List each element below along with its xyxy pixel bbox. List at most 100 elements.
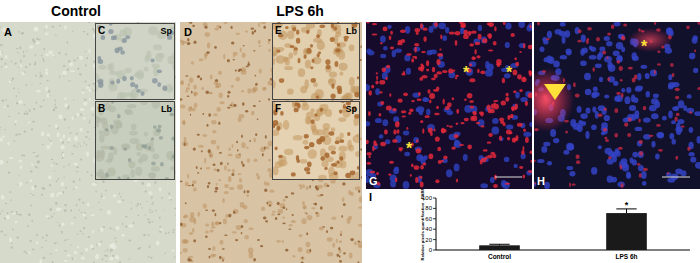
texture-dot xyxy=(231,173,234,176)
texture-dot xyxy=(213,169,216,171)
texture-dot xyxy=(383,27,388,32)
texture-dot xyxy=(349,44,355,51)
texture-dot xyxy=(334,171,338,175)
texture-dot xyxy=(111,248,113,251)
texture-dot xyxy=(197,134,200,136)
texture-dot xyxy=(103,196,105,199)
texture-dot xyxy=(350,238,354,241)
texture-dot xyxy=(384,129,388,134)
texture-dot xyxy=(137,203,139,205)
texture-dot xyxy=(205,210,208,212)
texture-dot xyxy=(109,71,118,75)
texture-dot xyxy=(249,140,251,142)
texture-dot xyxy=(52,261,54,263)
texture-dot xyxy=(8,116,10,117)
texture-dot xyxy=(2,100,5,102)
texture-dot xyxy=(265,220,268,222)
texture-dot xyxy=(54,213,55,214)
texture-dot xyxy=(277,202,280,206)
texture-dot xyxy=(389,36,392,40)
texture-dot xyxy=(18,134,21,136)
texture-dot xyxy=(206,51,209,54)
texture-dot xyxy=(93,261,95,263)
texture-dot xyxy=(74,136,78,141)
texture-dot xyxy=(366,140,369,145)
texture-dot xyxy=(428,89,431,94)
texture-dot xyxy=(187,96,190,98)
texture-dot xyxy=(192,184,194,187)
texture-dot xyxy=(75,115,76,117)
texture-dot xyxy=(280,203,286,208)
texture-dot xyxy=(180,223,183,227)
texture-dot xyxy=(165,253,166,255)
texture-dot xyxy=(101,193,102,195)
texture-dot xyxy=(267,201,272,207)
texture-dot xyxy=(232,231,237,233)
texture-dot xyxy=(99,130,103,135)
texture-dot xyxy=(28,252,30,254)
texture-dot xyxy=(264,146,269,150)
texture-dot xyxy=(19,175,20,177)
texture-dot xyxy=(218,179,221,181)
texture-dot xyxy=(190,114,191,116)
texture-dot xyxy=(525,101,528,106)
texture-dot xyxy=(340,233,342,236)
texture-dot xyxy=(183,248,188,253)
texture-dot xyxy=(16,211,17,214)
texture-dot xyxy=(248,228,253,231)
texture-dot xyxy=(18,31,20,33)
texture-dot xyxy=(102,258,104,260)
texture-dot xyxy=(34,27,39,32)
texture-dot xyxy=(28,121,30,124)
texture-dot xyxy=(78,143,79,146)
texture-dot xyxy=(25,66,27,68)
texture-dot xyxy=(88,89,91,92)
texture-dot xyxy=(205,224,209,227)
texture-dot xyxy=(420,120,423,123)
texture-dot xyxy=(120,50,125,54)
texture-dot xyxy=(187,42,191,45)
texture-dot xyxy=(523,43,525,49)
inset-tag: Lb xyxy=(161,104,172,114)
texture-dot xyxy=(240,202,245,208)
texture-dot xyxy=(79,73,82,75)
texture-dot xyxy=(382,119,388,126)
texture-dot xyxy=(61,231,63,233)
texture-dot xyxy=(56,242,57,243)
texture-dot xyxy=(292,27,296,32)
texture-dot xyxy=(205,236,208,239)
texture-dot xyxy=(258,23,260,28)
texture-dot xyxy=(290,45,295,48)
texture-dot xyxy=(172,232,175,234)
texture-dot xyxy=(135,84,139,89)
texture-dot xyxy=(26,50,27,51)
texture-dot xyxy=(200,168,202,170)
texture-dot xyxy=(1,211,3,212)
texture-dot xyxy=(92,28,94,31)
texture-dot xyxy=(198,212,201,217)
texture-dot xyxy=(312,59,315,63)
texture-dot xyxy=(197,76,200,78)
texture-dot xyxy=(47,134,51,137)
column-header: Control xyxy=(51,3,101,19)
texture-dot xyxy=(70,70,75,72)
texture-dot xyxy=(259,100,261,102)
texture-dot xyxy=(237,173,241,175)
texture-dot xyxy=(228,154,233,156)
texture-dot xyxy=(316,139,322,145)
texture-dot xyxy=(304,55,307,59)
texture-dot xyxy=(295,103,299,107)
texture-dot xyxy=(273,120,279,126)
texture-dot xyxy=(54,242,56,244)
texture-dot xyxy=(254,159,258,162)
texture-dot xyxy=(493,184,498,188)
texture-dot xyxy=(194,41,197,45)
texture-dot xyxy=(432,67,435,73)
texture-dot xyxy=(417,98,422,101)
texture-dot xyxy=(305,60,311,69)
texture-dot xyxy=(105,250,106,251)
texture-dot xyxy=(70,209,72,212)
texture-dot xyxy=(204,26,207,29)
texture-dot xyxy=(74,217,76,218)
texture-dot xyxy=(68,127,70,128)
